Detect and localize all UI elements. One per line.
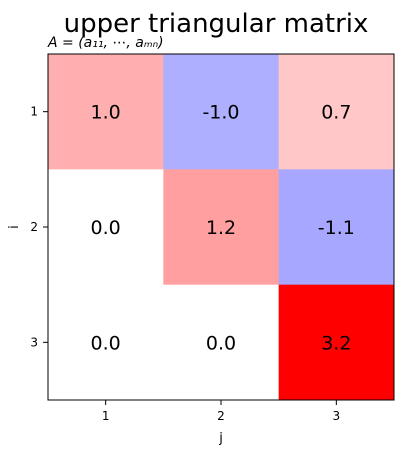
cell-value-label-r2-c3: -1.1 bbox=[318, 217, 355, 239]
y-tick-label: 3 bbox=[30, 335, 38, 349]
heatmap-cell-r1-c1 bbox=[48, 54, 164, 170]
cell-value-label-r1-c3: 0.7 bbox=[321, 102, 351, 124]
cell-value-label-r3-c1: 0.0 bbox=[91, 332, 121, 354]
cell-value-label-r3-c2: 0.0 bbox=[206, 332, 236, 354]
chart-title: upper triangular matrix bbox=[64, 9, 369, 39]
x-axis-ticks: 1 2 3 bbox=[102, 400, 340, 423]
y-axis-ticks: 1 2 3 bbox=[30, 105, 48, 349]
heatmap-cells bbox=[48, 54, 395, 401]
heatmap-cell-r2-c1 bbox=[48, 169, 164, 286]
heatmap-cell-r3-c1 bbox=[48, 284, 164, 401]
cell-value-label-r1-c1: 1.0 bbox=[91, 102, 121, 124]
heatmap-cell-r1-c2 bbox=[163, 54, 280, 170]
heatmap-cell-r1-c3 bbox=[278, 54, 395, 170]
cell-value-label-r3-c3: 3.2 bbox=[321, 332, 351, 354]
cell-value-label-r2-c1: 0.0 bbox=[91, 217, 121, 239]
chart-subtitle: A = (a₁₁, ⋯, aₘₙ) bbox=[47, 35, 164, 51]
heatmap-cell-r2-c3 bbox=[278, 169, 395, 286]
heatmap-cell-labels: 1.0 -1.0 0.7 0.0 1.2 -1.1 0.0 0.0 3.2 bbox=[91, 102, 355, 355]
x-tick-label: 1 bbox=[102, 409, 110, 423]
y-tick-label: 2 bbox=[30, 220, 38, 234]
cell-value-label-r2-c2: 1.2 bbox=[206, 217, 236, 239]
x-tick-label: 2 bbox=[217, 409, 225, 423]
y-axis-label: i bbox=[7, 225, 22, 229]
x-axis-label: j bbox=[218, 431, 223, 446]
y-tick-label: 1 bbox=[30, 105, 38, 119]
heatmap-cell-r3-c2 bbox=[163, 284, 280, 401]
x-tick-label: 3 bbox=[333, 409, 341, 423]
heatmap-cell-r2-c2 bbox=[163, 169, 280, 286]
cell-value-label-r1-c2: -1.0 bbox=[202, 102, 239, 124]
heatmap-cell-r3-c3 bbox=[278, 284, 395, 401]
